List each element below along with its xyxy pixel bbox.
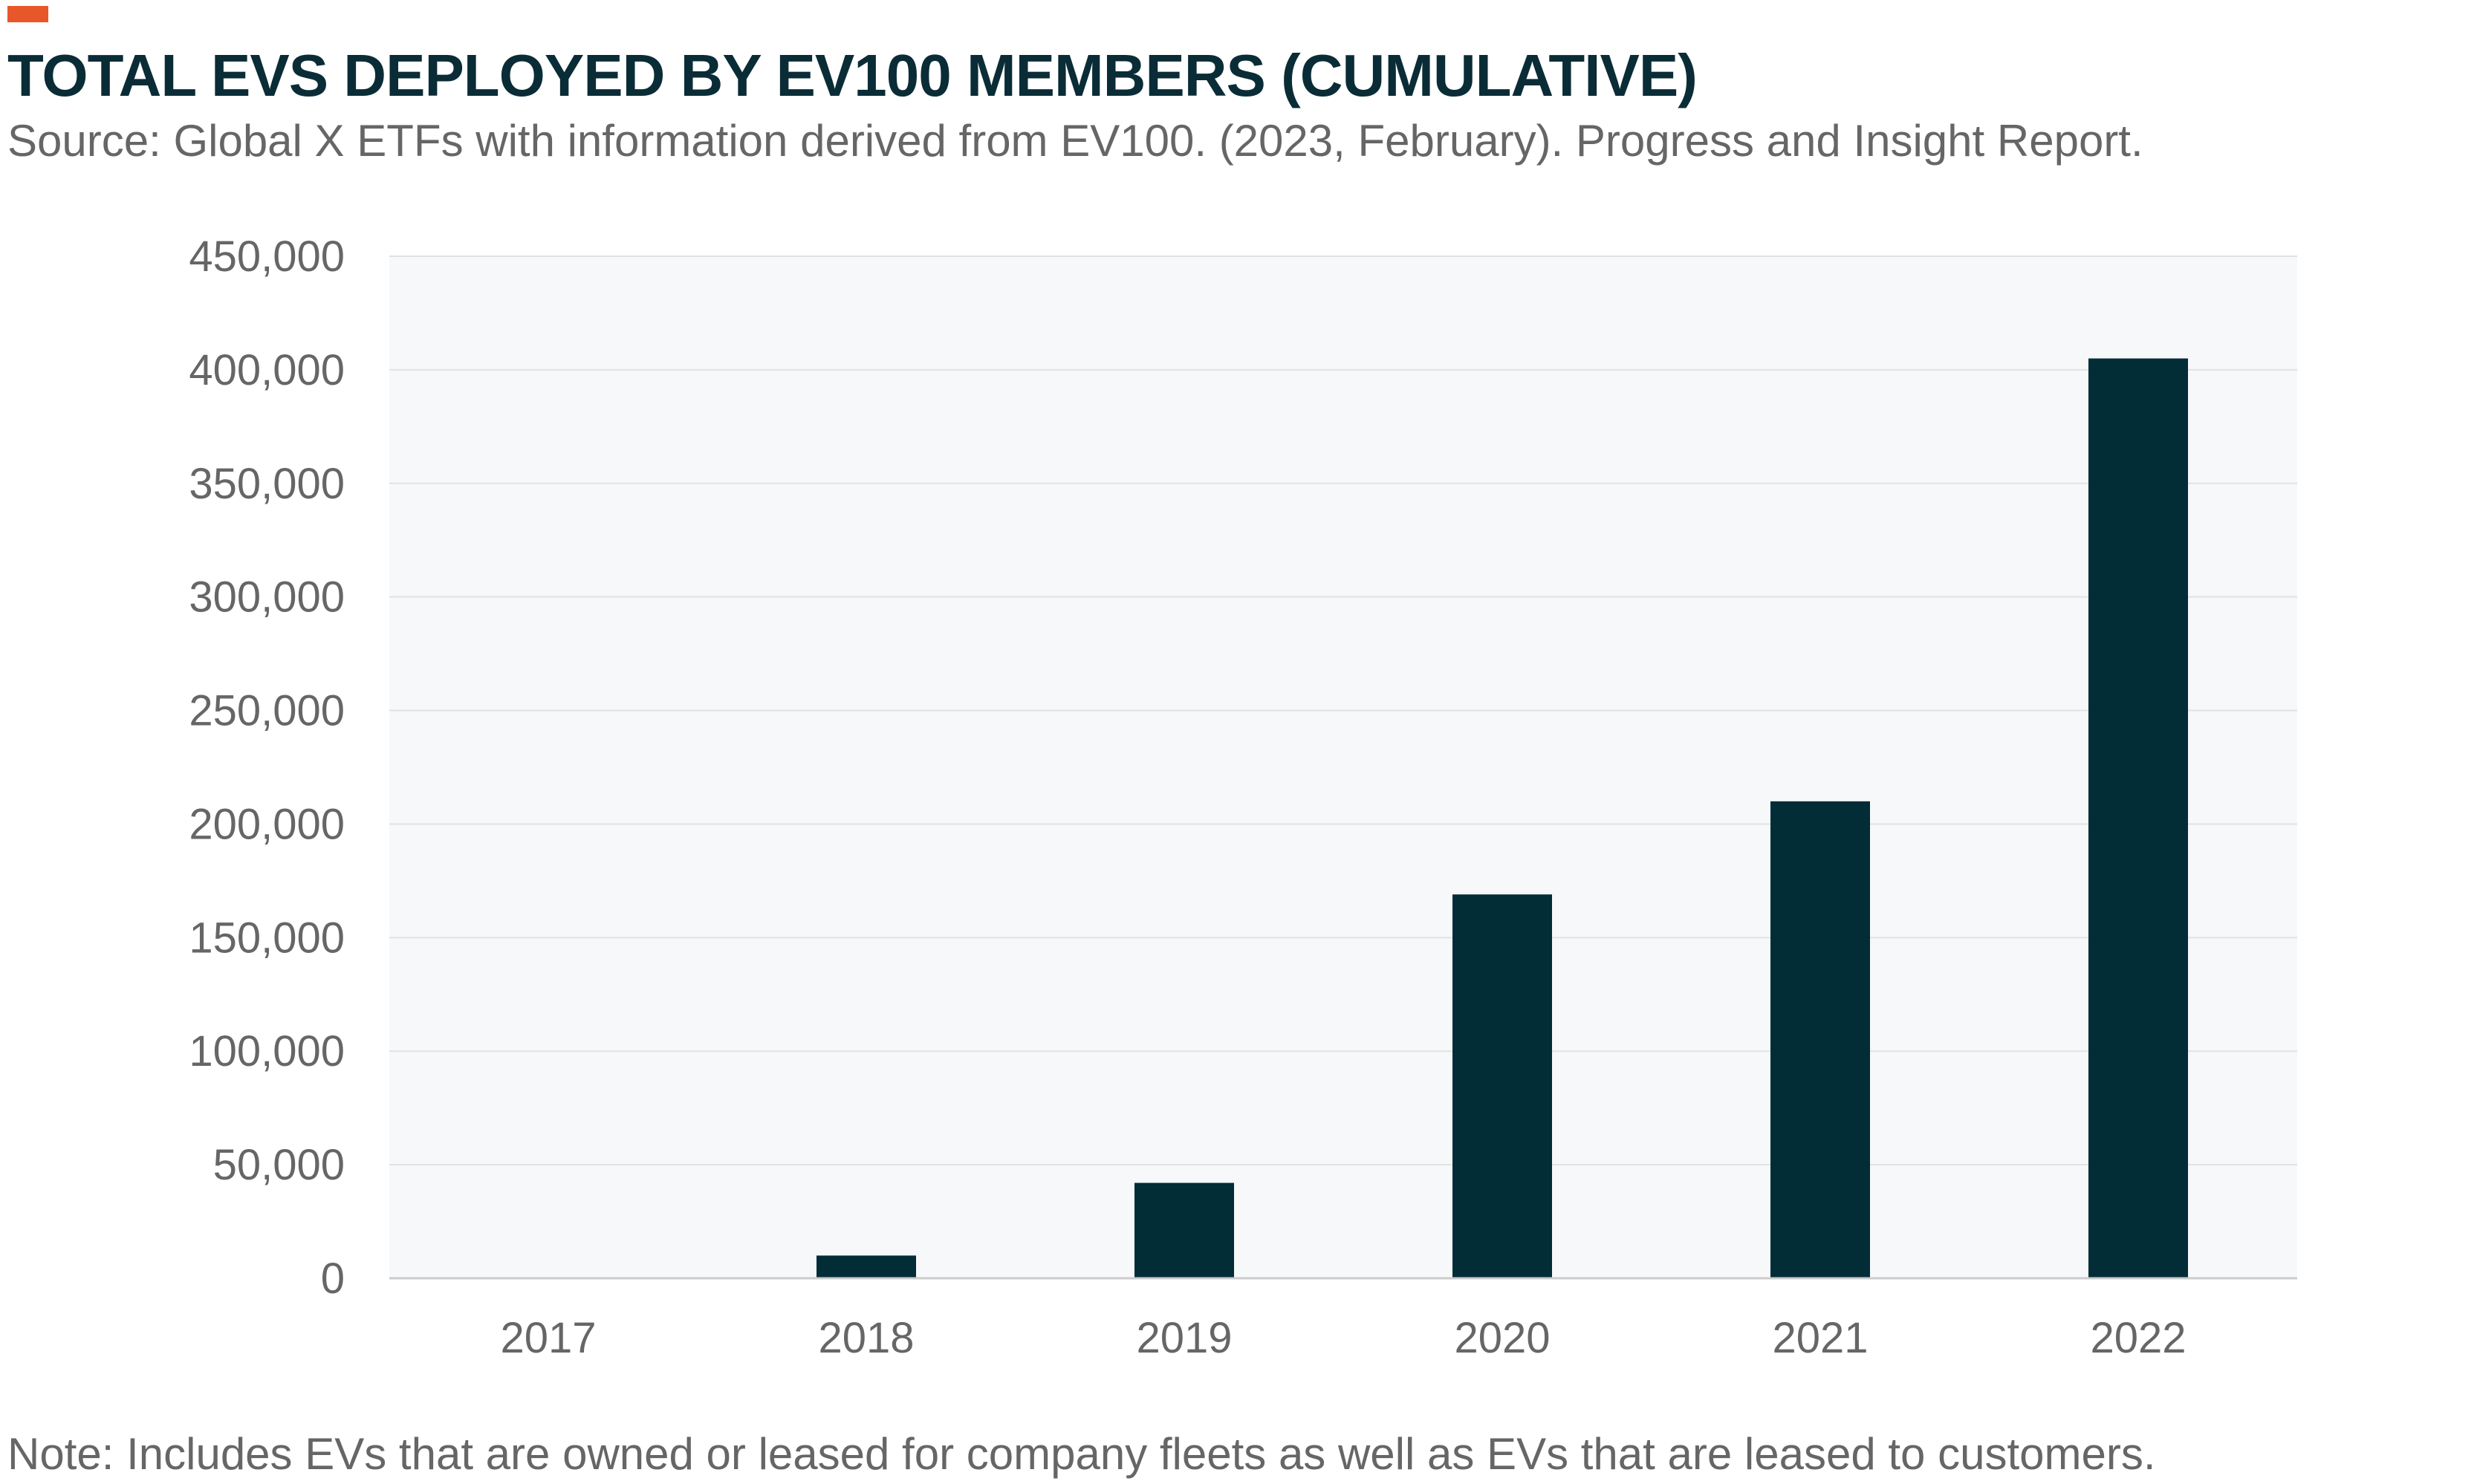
y-tick-label: 350,000	[189, 460, 345, 508]
y-tick-label: 200,000	[189, 800, 345, 848]
x-tick-label-2021: 2021	[1772, 1314, 1868, 1362]
bar-2022	[2088, 358, 2188, 1279]
y-tick-label: 400,000	[189, 346, 345, 394]
bar-2020	[1452, 894, 1552, 1278]
y-tick-label: 150,000	[189, 914, 345, 962]
y-tick-label: 450,000	[189, 232, 345, 281]
chart-note: Note: Includes EVs that are owned or lea…	[7, 1429, 2156, 1479]
plot-area	[389, 256, 2297, 1278]
y-tick-label: 50,000	[213, 1141, 345, 1189]
y-tick-label: 100,000	[189, 1027, 345, 1075]
bar-chart: 0 50,000 100,000 150,000 200,000 250,000 300,0…	[189, 232, 2297, 1362]
x-tick-label-2019: 2019	[1136, 1314, 1232, 1362]
y-tick-label: 300,000	[189, 573, 345, 622]
x-tick-label-2022: 2022	[2090, 1314, 2186, 1362]
bar-2019	[1134, 1182, 1234, 1278]
y-tick-label: 250,000	[189, 687, 345, 735]
accent-bar	[7, 6, 48, 22]
gridlines	[389, 256, 2297, 1166]
x-tick-label-2017: 2017	[500, 1314, 596, 1362]
x-axis-ticks: 2017 2018 2019 2020 2021 2022	[500, 1314, 2186, 1362]
x-tick-label-2020: 2020	[1454, 1314, 1550, 1362]
x-tick-label-2018: 2018	[818, 1314, 914, 1362]
chart-title: TOTAL EVS DEPLOYED BY EV100 MEMBERS (CUM…	[7, 42, 1698, 108]
bars	[817, 358, 2188, 1279]
y-axis-ticks: 0 50,000 100,000 150,000 200,000 250,000 300,0…	[189, 232, 345, 1303]
bar-2018	[817, 1255, 916, 1278]
chart-source: Source: Global X ETFs with information d…	[7, 116, 2143, 166]
y-tick-label: 0	[321, 1254, 345, 1303]
bar-2021	[1770, 801, 1870, 1278]
